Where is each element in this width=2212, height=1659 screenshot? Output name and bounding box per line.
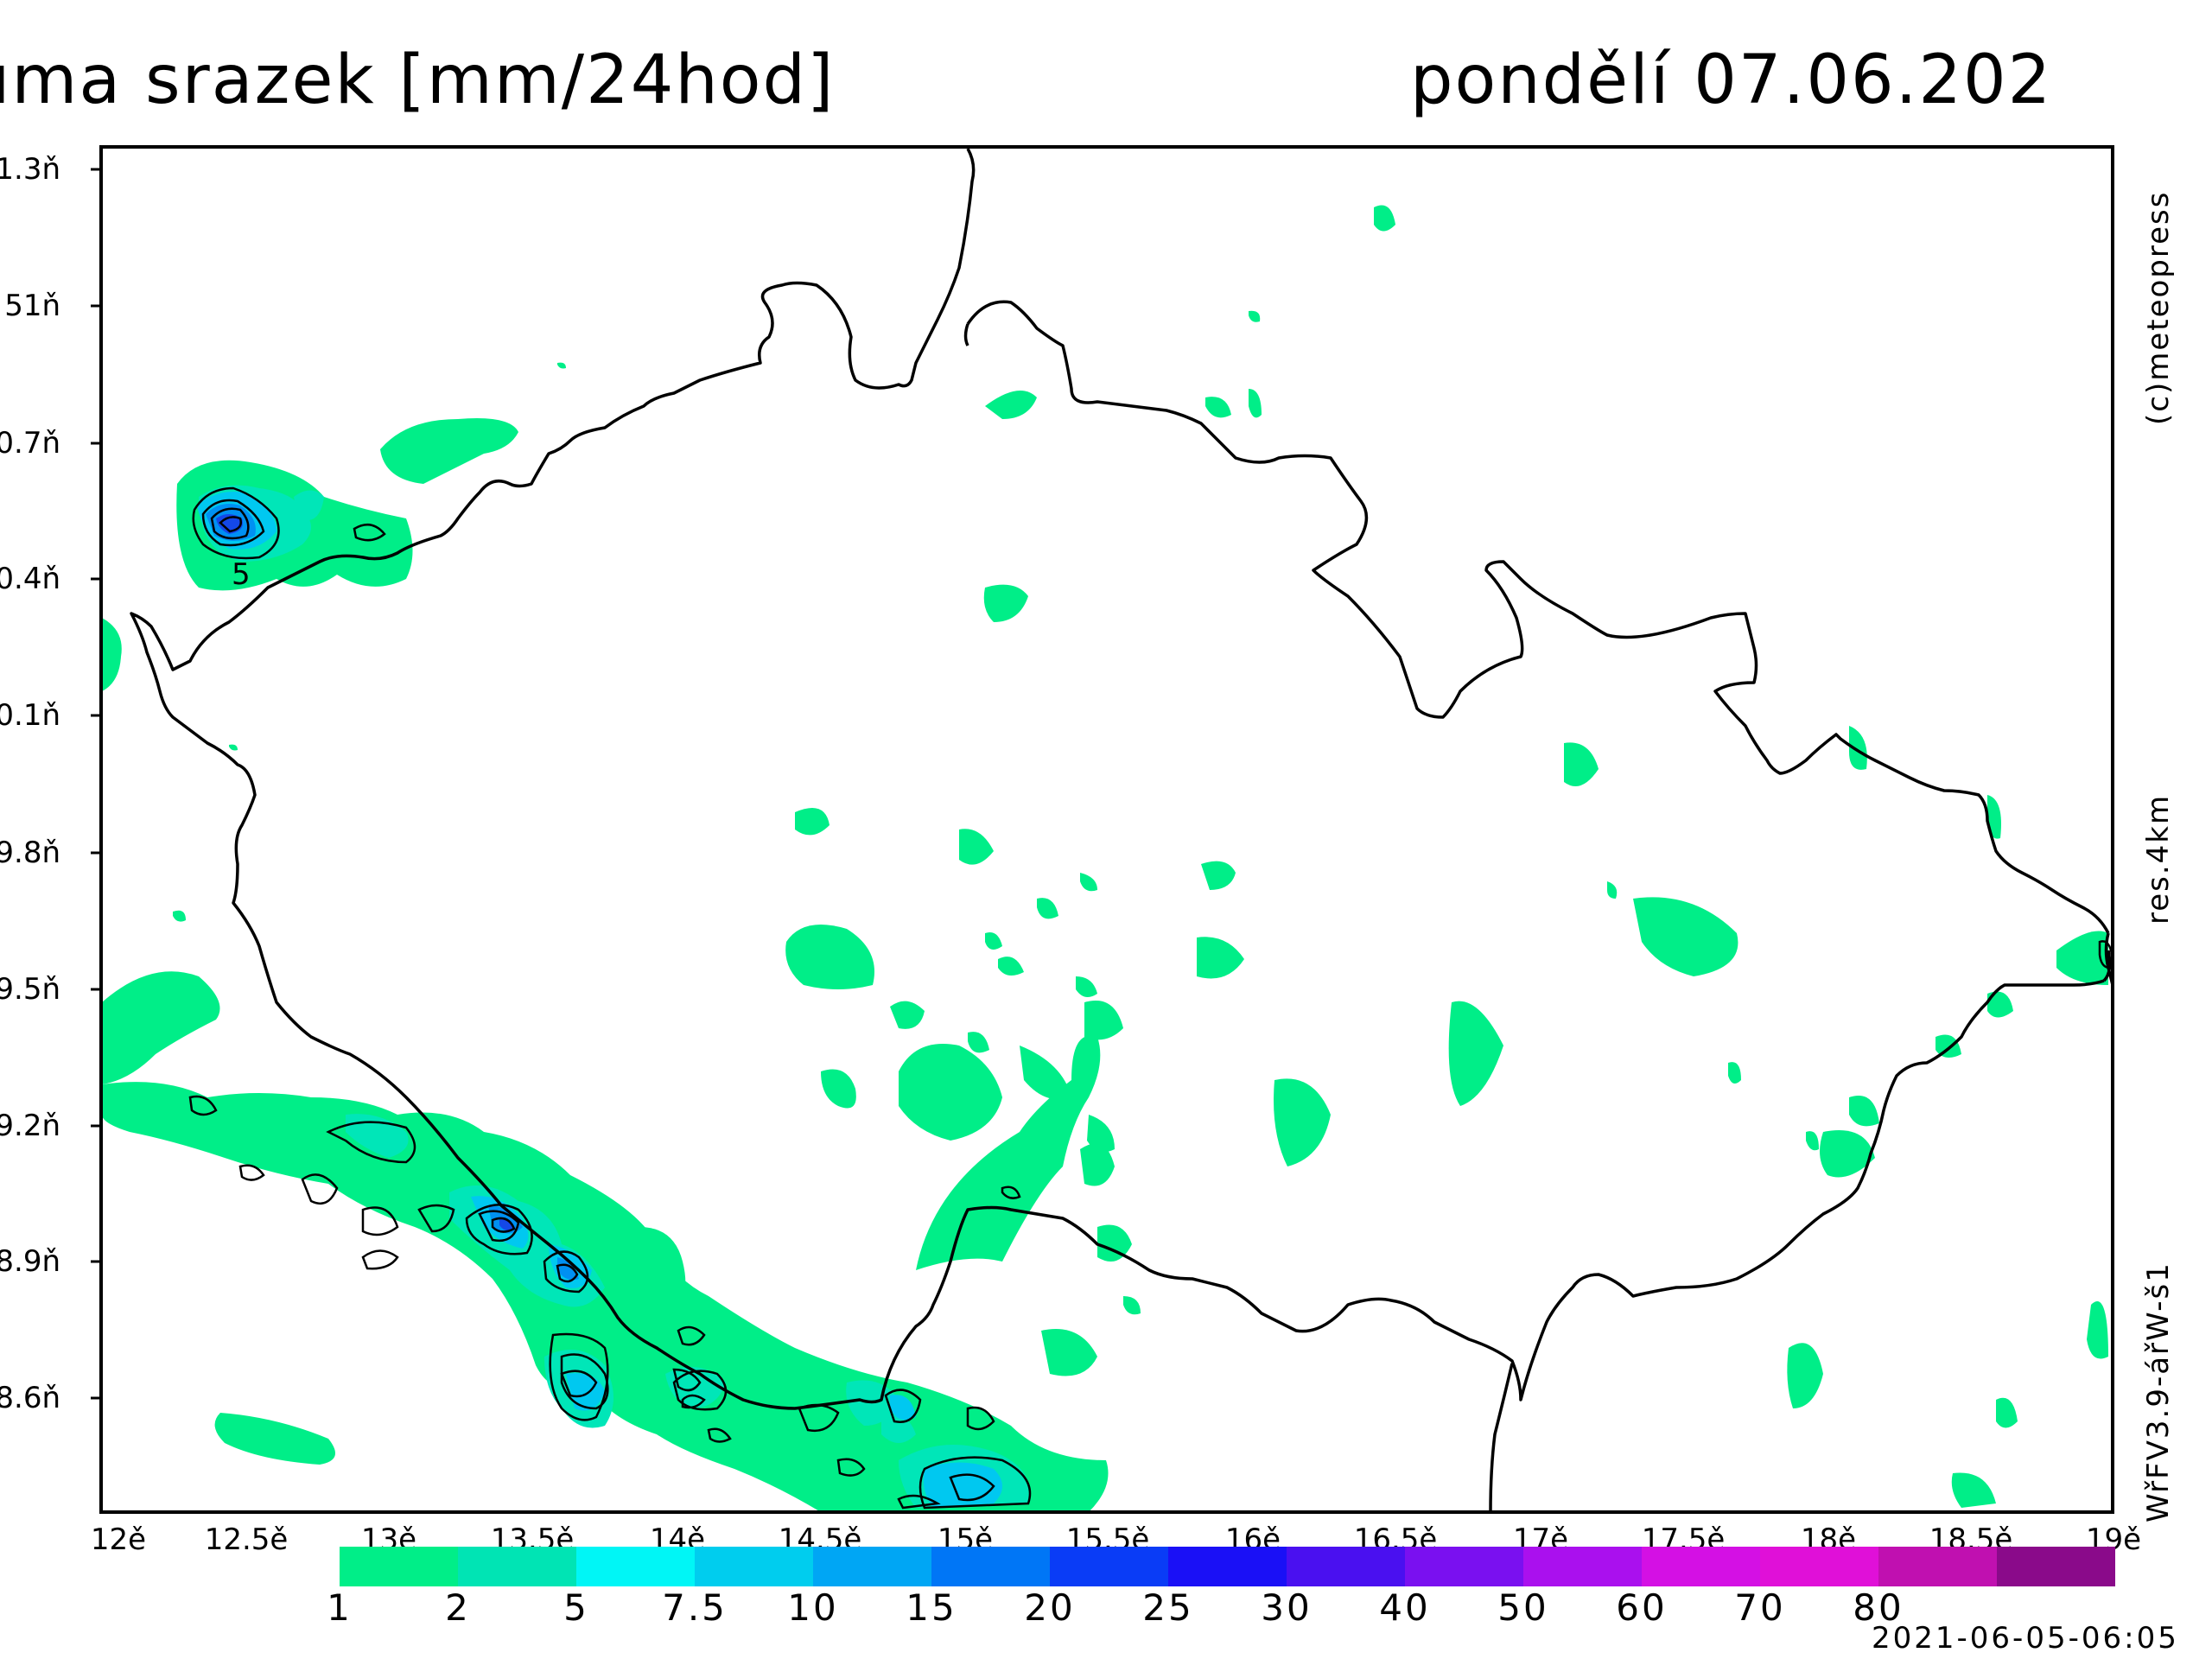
legend-tick-label: 60 [1616, 1586, 1668, 1629]
axis-ticks [91, 168, 101, 1400]
contour-value-label: 5 [232, 557, 251, 592]
lat-label: 0.4ň [0, 562, 60, 596]
legend-swatch [1760, 1547, 1878, 1586]
legend-swatch [340, 1547, 458, 1586]
lon-label: 12ě [90, 1522, 147, 1557]
legend-tick-label: 7.5 [662, 1586, 728, 1629]
contour-lines [188, 486, 2114, 1510]
lat-label: 0.7ň [0, 426, 60, 461]
model-label: WřFV3.9-ářW-š1 [2141, 1262, 2176, 1522]
legend-swatch [931, 1547, 1050, 1586]
legend-swatch [458, 1547, 576, 1586]
legend-swatch [1997, 1547, 2115, 1586]
map-title: uma srazek [mm/24hod] [0, 41, 836, 119]
lat-label: 9.2ň [0, 1109, 60, 1143]
resolution-label: res.4km [2141, 793, 2176, 925]
legend-tick-label: 5 [563, 1586, 589, 1629]
legend-swatch [1050, 1547, 1168, 1586]
legend-tick-label: 1 [327, 1586, 353, 1629]
lat-label: 1.3ň [0, 152, 60, 187]
country-borders [130, 148, 2114, 1513]
copyright-label: (c)meteopress [2141, 190, 2176, 425]
legend-swatch [1878, 1547, 1997, 1586]
legend-swatch [1168, 1547, 1287, 1586]
legend-tick-label: 25 [1142, 1586, 1194, 1629]
lat-label: 9.5ň [0, 972, 60, 1007]
lat-label: 8.9ň [0, 1244, 60, 1279]
lat-label: 0.1ň [0, 698, 60, 733]
legend-swatch [1405, 1547, 1523, 1586]
lat-label: 9.8ň [0, 836, 60, 870]
legend-tick-label: 80 [1853, 1586, 1904, 1629]
legend-tick-label: 10 [787, 1586, 839, 1629]
legend-swatch [576, 1547, 695, 1586]
legend-tick-label: 20 [1024, 1586, 1076, 1629]
legend-tick-label: 40 [1379, 1586, 1431, 1629]
legend-tick-label: 2 [445, 1586, 471, 1629]
legend-swatch [1287, 1547, 1405, 1586]
legend-swatch [1642, 1547, 1760, 1586]
lon-label: 12.5ě [204, 1522, 289, 1557]
forecast-date: pondělí 07.06.202 [1410, 41, 2053, 119]
lat-label: 8.6ň [0, 1381, 60, 1415]
legend-swatch [1523, 1547, 1642, 1586]
model-run-timestamp: 2021-06-05-06:05 [1872, 1621, 2179, 1656]
legend-swatch [813, 1547, 931, 1586]
plot-frame [99, 145, 2114, 1514]
legend-tick-label: 70 [1734, 1586, 1786, 1629]
legend-tick-label: 50 [1497, 1586, 1549, 1629]
legend-swatch [695, 1547, 813, 1586]
lat-label: 51ň [4, 289, 60, 323]
legend-tick-label: 15 [906, 1586, 957, 1629]
legend-tick-label: 30 [1261, 1586, 1313, 1629]
